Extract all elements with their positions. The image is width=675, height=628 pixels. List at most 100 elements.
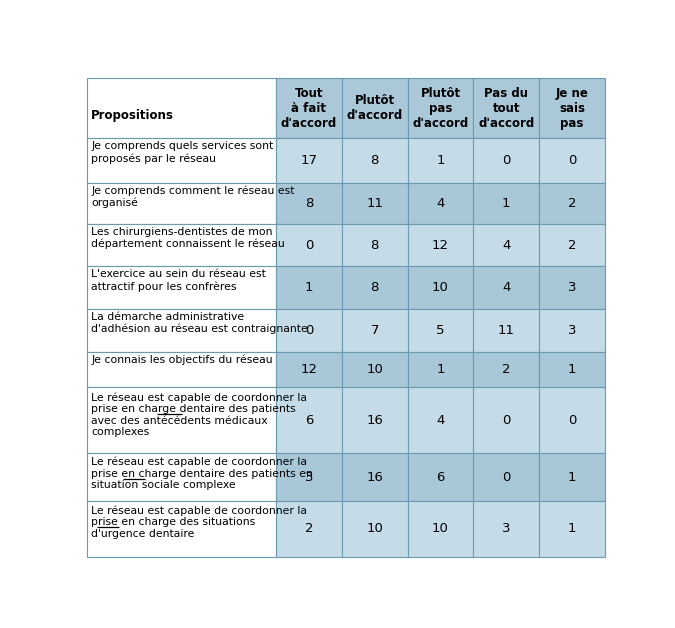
Text: 12: 12 [300, 363, 317, 376]
Bar [408, 266, 473, 309]
Text: 1: 1 [304, 281, 313, 295]
Bar [408, 352, 473, 387]
Bar [408, 78, 473, 138]
Text: 2: 2 [568, 239, 576, 252]
Bar [408, 453, 473, 501]
Bar [539, 78, 605, 138]
Bar [276, 78, 342, 138]
Text: 10: 10 [432, 522, 449, 536]
Bar [276, 352, 342, 387]
Text: Le réseau est capable de coordonner la
prise en charge des situations
d'urgence : Le réseau est capable de coordonner la p… [91, 505, 307, 539]
Bar [539, 453, 605, 501]
Text: 10: 10 [367, 522, 383, 536]
Text: 2: 2 [502, 363, 510, 376]
Bar [87, 224, 276, 266]
Bar [408, 309, 473, 352]
Text: 1: 1 [568, 363, 576, 376]
Bar [342, 224, 408, 266]
Text: Tout
à fait
d'accord: Tout à fait d'accord [281, 87, 337, 129]
Text: 6: 6 [436, 471, 445, 484]
Text: Je comprends comment le réseau est
organisé: Je comprends comment le réseau est organ… [91, 186, 295, 208]
Bar [408, 138, 473, 183]
Text: Les chirurgiens-dentistes de mon
département connaissent le réseau: Les chirurgiens-dentistes de mon départe… [91, 227, 285, 249]
Bar [87, 138, 276, 183]
Bar [342, 138, 408, 183]
Bar [539, 309, 605, 352]
Text: Pas du
tout
d'accord: Pas du tout d'accord [478, 87, 535, 129]
Text: Le réseau est capable de coordonner la
prise en charge dentaire des patients en
: Le réseau est capable de coordonner la p… [91, 457, 313, 490]
Text: Je comprends quels services sont
proposés par le réseau: Je comprends quels services sont proposé… [91, 141, 273, 164]
Text: 1: 1 [436, 154, 445, 167]
Bar [342, 266, 408, 309]
Text: 10: 10 [432, 281, 449, 295]
Bar [408, 183, 473, 224]
Bar [87, 387, 276, 453]
Text: 4: 4 [436, 197, 445, 210]
Bar [87, 453, 276, 501]
Bar [473, 352, 539, 387]
Text: 0: 0 [502, 414, 510, 427]
Text: Plutôt
d'accord: Plutôt d'accord [346, 94, 403, 122]
Bar [342, 309, 408, 352]
Text: 12: 12 [432, 239, 449, 252]
Bar [276, 183, 342, 224]
Bar [539, 138, 605, 183]
Bar [276, 224, 342, 266]
Text: 0: 0 [304, 239, 313, 252]
Bar [276, 309, 342, 352]
Text: 8: 8 [371, 154, 379, 167]
Bar [342, 453, 408, 501]
Bar [473, 183, 539, 224]
Bar [87, 352, 276, 387]
Text: 16: 16 [367, 414, 383, 427]
Text: 11: 11 [497, 324, 515, 337]
Bar [276, 501, 342, 556]
Bar [473, 453, 539, 501]
Bar [87, 501, 276, 556]
Text: Plutôt
pas
d'accord: Plutôt pas d'accord [412, 87, 468, 129]
Bar [342, 501, 408, 556]
Text: 1: 1 [502, 197, 510, 210]
Text: Je connais les objectifs du réseau: Je connais les objectifs du réseau [91, 354, 273, 365]
Bar [473, 309, 539, 352]
Bar [408, 387, 473, 453]
Bar [473, 266, 539, 309]
Text: 7: 7 [371, 324, 379, 337]
Text: Je ne
sais
pas: Je ne sais pas [556, 87, 589, 129]
Bar [87, 309, 276, 352]
Text: 8: 8 [371, 281, 379, 295]
Text: 11: 11 [366, 197, 383, 210]
Bar [276, 138, 342, 183]
Text: 2: 2 [304, 522, 313, 536]
Text: 8: 8 [371, 239, 379, 252]
Text: 16: 16 [367, 471, 383, 484]
Bar [276, 453, 342, 501]
Text: 1: 1 [436, 363, 445, 376]
Text: 0: 0 [502, 154, 510, 167]
Text: 1: 1 [568, 471, 576, 484]
Bar [342, 387, 408, 453]
Bar [87, 183, 276, 224]
Bar [539, 266, 605, 309]
Bar [473, 138, 539, 183]
Text: Le réseau est capable de coordonner la
prise en charge dentaire des patients
ave: Le réseau est capable de coordonner la p… [91, 392, 307, 437]
Bar [473, 224, 539, 266]
Bar [473, 501, 539, 556]
Text: 3: 3 [304, 471, 313, 484]
Text: 4: 4 [436, 414, 445, 427]
Text: 4: 4 [502, 281, 510, 295]
Text: Propositions: Propositions [91, 109, 174, 122]
Bar [342, 183, 408, 224]
Text: 3: 3 [502, 522, 510, 536]
Bar [342, 352, 408, 387]
Bar [539, 183, 605, 224]
Text: 6: 6 [304, 414, 313, 427]
Bar [539, 501, 605, 556]
Text: 10: 10 [367, 363, 383, 376]
Text: 0: 0 [568, 154, 576, 167]
Bar [342, 78, 408, 138]
Text: 4: 4 [502, 239, 510, 252]
Bar [473, 387, 539, 453]
Text: 8: 8 [304, 197, 313, 210]
Bar [87, 266, 276, 309]
